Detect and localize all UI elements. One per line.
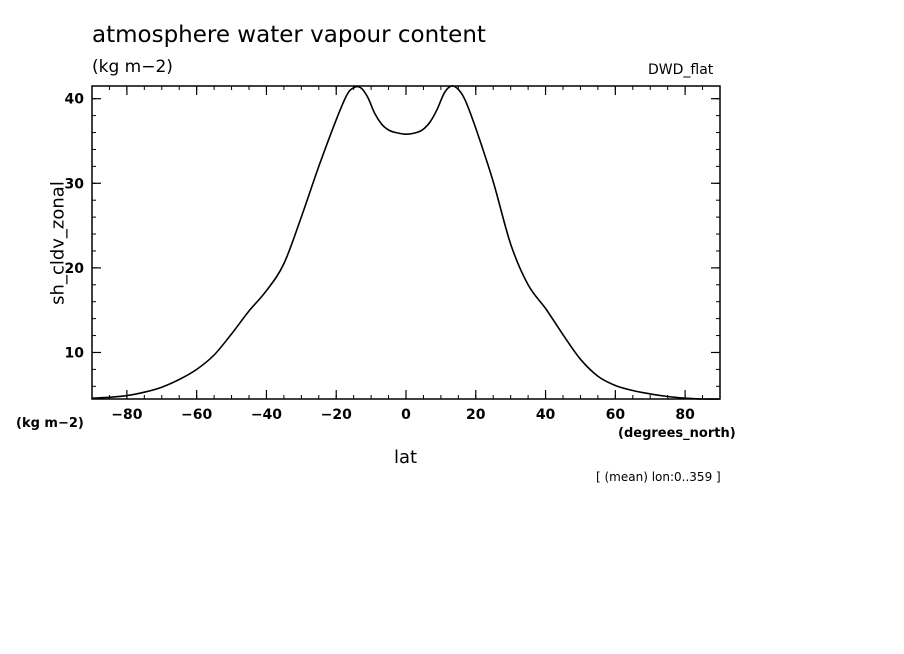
y-tick-label: 20 [65, 261, 85, 277]
y-tick-label: 10 [65, 345, 85, 361]
x-tick-label: −80 [111, 407, 142, 423]
y-tick-label: 30 [65, 176, 85, 192]
x-tick-label: 20 [466, 407, 486, 423]
x-axis-units: (degrees_north) [618, 426, 736, 441]
x-tick-label: −20 [321, 407, 352, 423]
dataset-label: DWD_flat [648, 62, 714, 78]
tick-labels: −80 −60 −40 −20 0 20 40 60 80 10 20 30 40 [65, 92, 696, 423]
x-tick-label: 0 [401, 407, 411, 423]
x-tick-label: 80 [675, 407, 695, 423]
x-tick-label: −60 [181, 407, 212, 423]
tick-marks [92, 86, 720, 399]
footer-note: [ (mean) lon:0..359 ] [596, 470, 721, 484]
chart-units: (kg m−2) [92, 57, 173, 77]
x-tick-label: −40 [251, 407, 282, 423]
chart-title: atmosphere water vapour content [92, 22, 486, 48]
plot-frame [91, 85, 721, 400]
x-axis-label: lat [394, 447, 418, 468]
y-tick-label: 40 [65, 92, 85, 108]
y-axis-label: sh_cldv_zonal [47, 181, 69, 305]
y-axis-units: (kg m−2) [16, 416, 84, 431]
series-line [91, 85, 721, 400]
x-tick-label: 40 [536, 407, 556, 423]
x-tick-label: 60 [606, 407, 626, 423]
